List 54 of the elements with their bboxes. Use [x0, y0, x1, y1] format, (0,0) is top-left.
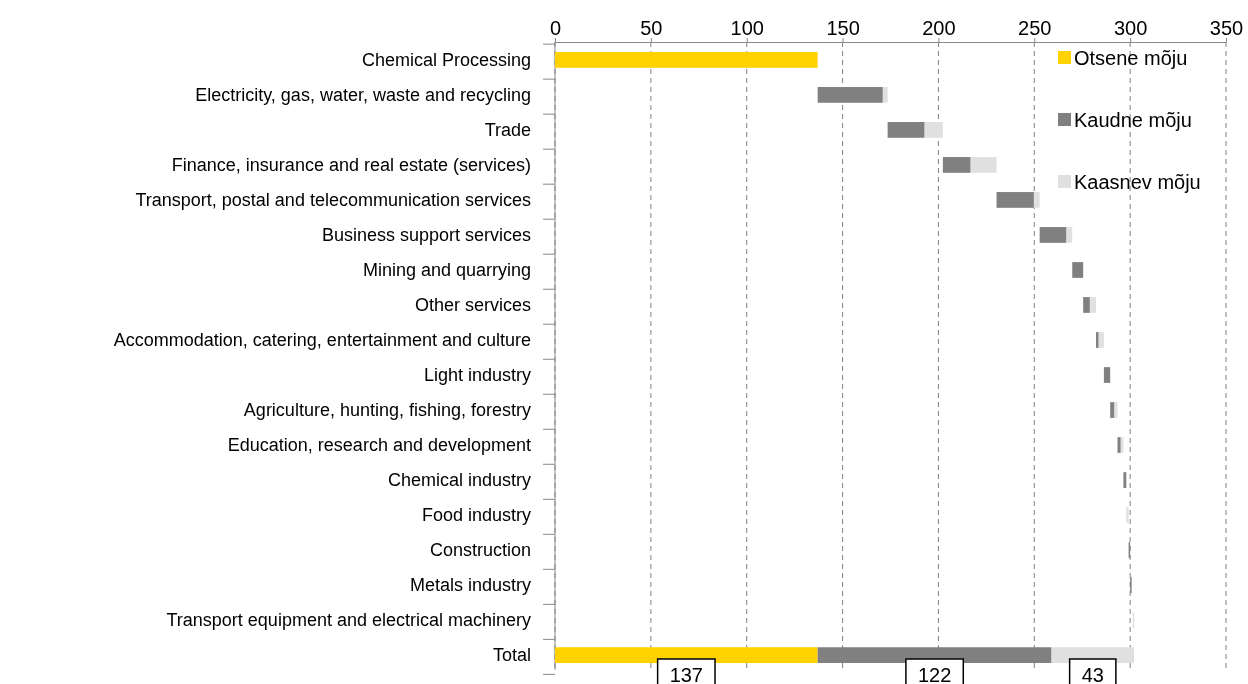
- bar: [1033, 192, 1040, 208]
- y-tick-label: Transport, postal and telecommunication services: [135, 189, 531, 210]
- y-tick-label: Food industry: [421, 504, 531, 525]
- data-label: 137: [669, 664, 704, 684]
- y-tick-label: Trade: [484, 119, 531, 140]
- bar: [1126, 507, 1129, 523]
- y-tick-label: Construction: [429, 539, 531, 560]
- y-tick-label: Chemical industry: [387, 469, 531, 490]
- y-tick-label: Electricity, gas, water, waste and recycling: [195, 84, 531, 105]
- bar: [924, 122, 943, 138]
- y-tick-label: Metals industry: [409, 574, 531, 595]
- x-tick-label: 250: [1018, 17, 1052, 39]
- data-label: 122: [917, 664, 952, 684]
- y-tick-label: Other services: [414, 294, 531, 315]
- bar: [1039, 227, 1067, 243]
- bar: [1083, 297, 1090, 313]
- x-tick-label: 350: [1209, 17, 1244, 39]
- x-tick-label: 300: [1113, 17, 1148, 39]
- bar: [942, 157, 971, 173]
- y-tick-label: Business support services: [321, 224, 531, 245]
- bar: [1096, 332, 1099, 348]
- y-tick-label: Light industry: [423, 364, 531, 385]
- legend-label: Kaasnev mõju: [1074, 171, 1201, 193]
- bar: [817, 87, 883, 103]
- y-tick-label: Transport equipment and electrical machinery: [166, 609, 531, 630]
- y-tick-label: Agriculture, hunting, fishing, forestry: [243, 399, 531, 420]
- bar: [887, 122, 925, 138]
- y-tick-label: Mining and quarrying: [362, 259, 531, 280]
- x-tick-label: 150: [826, 17, 860, 39]
- bar: [555, 647, 818, 663]
- x-tick-label: 200: [922, 17, 956, 39]
- bar: [970, 157, 997, 173]
- bar: [1089, 297, 1097, 313]
- bar: [996, 192, 1034, 208]
- bar: [1103, 367, 1111, 383]
- legend-label: Kaudne mõju: [1074, 109, 1192, 131]
- x-tick-label: 100: [730, 17, 764, 39]
- bar: [1123, 472, 1127, 488]
- y-tick-label: Accommodation, catering, entertainment and culture: [113, 329, 531, 350]
- bar: [1110, 402, 1115, 418]
- data-label: 43: [1081, 664, 1104, 684]
- bar: [1114, 402, 1118, 418]
- bar: [1066, 227, 1073, 243]
- bar: [1072, 262, 1084, 278]
- y-tick-label: Chemical Processing: [361, 49, 531, 70]
- y-tick-label: Total: [492, 644, 531, 665]
- legend-label: Otsene mõju: [1074, 47, 1188, 69]
- x-tick-label: 0: [549, 17, 562, 39]
- bar: [882, 87, 888, 103]
- bar: [555, 52, 818, 68]
- x-tick-label: 50: [640, 17, 663, 39]
- bar: [1098, 332, 1104, 348]
- y-tick-label: Finance, insurance and real estate (services): [171, 154, 531, 175]
- y-tick-label: Education, research and development: [227, 434, 531, 455]
